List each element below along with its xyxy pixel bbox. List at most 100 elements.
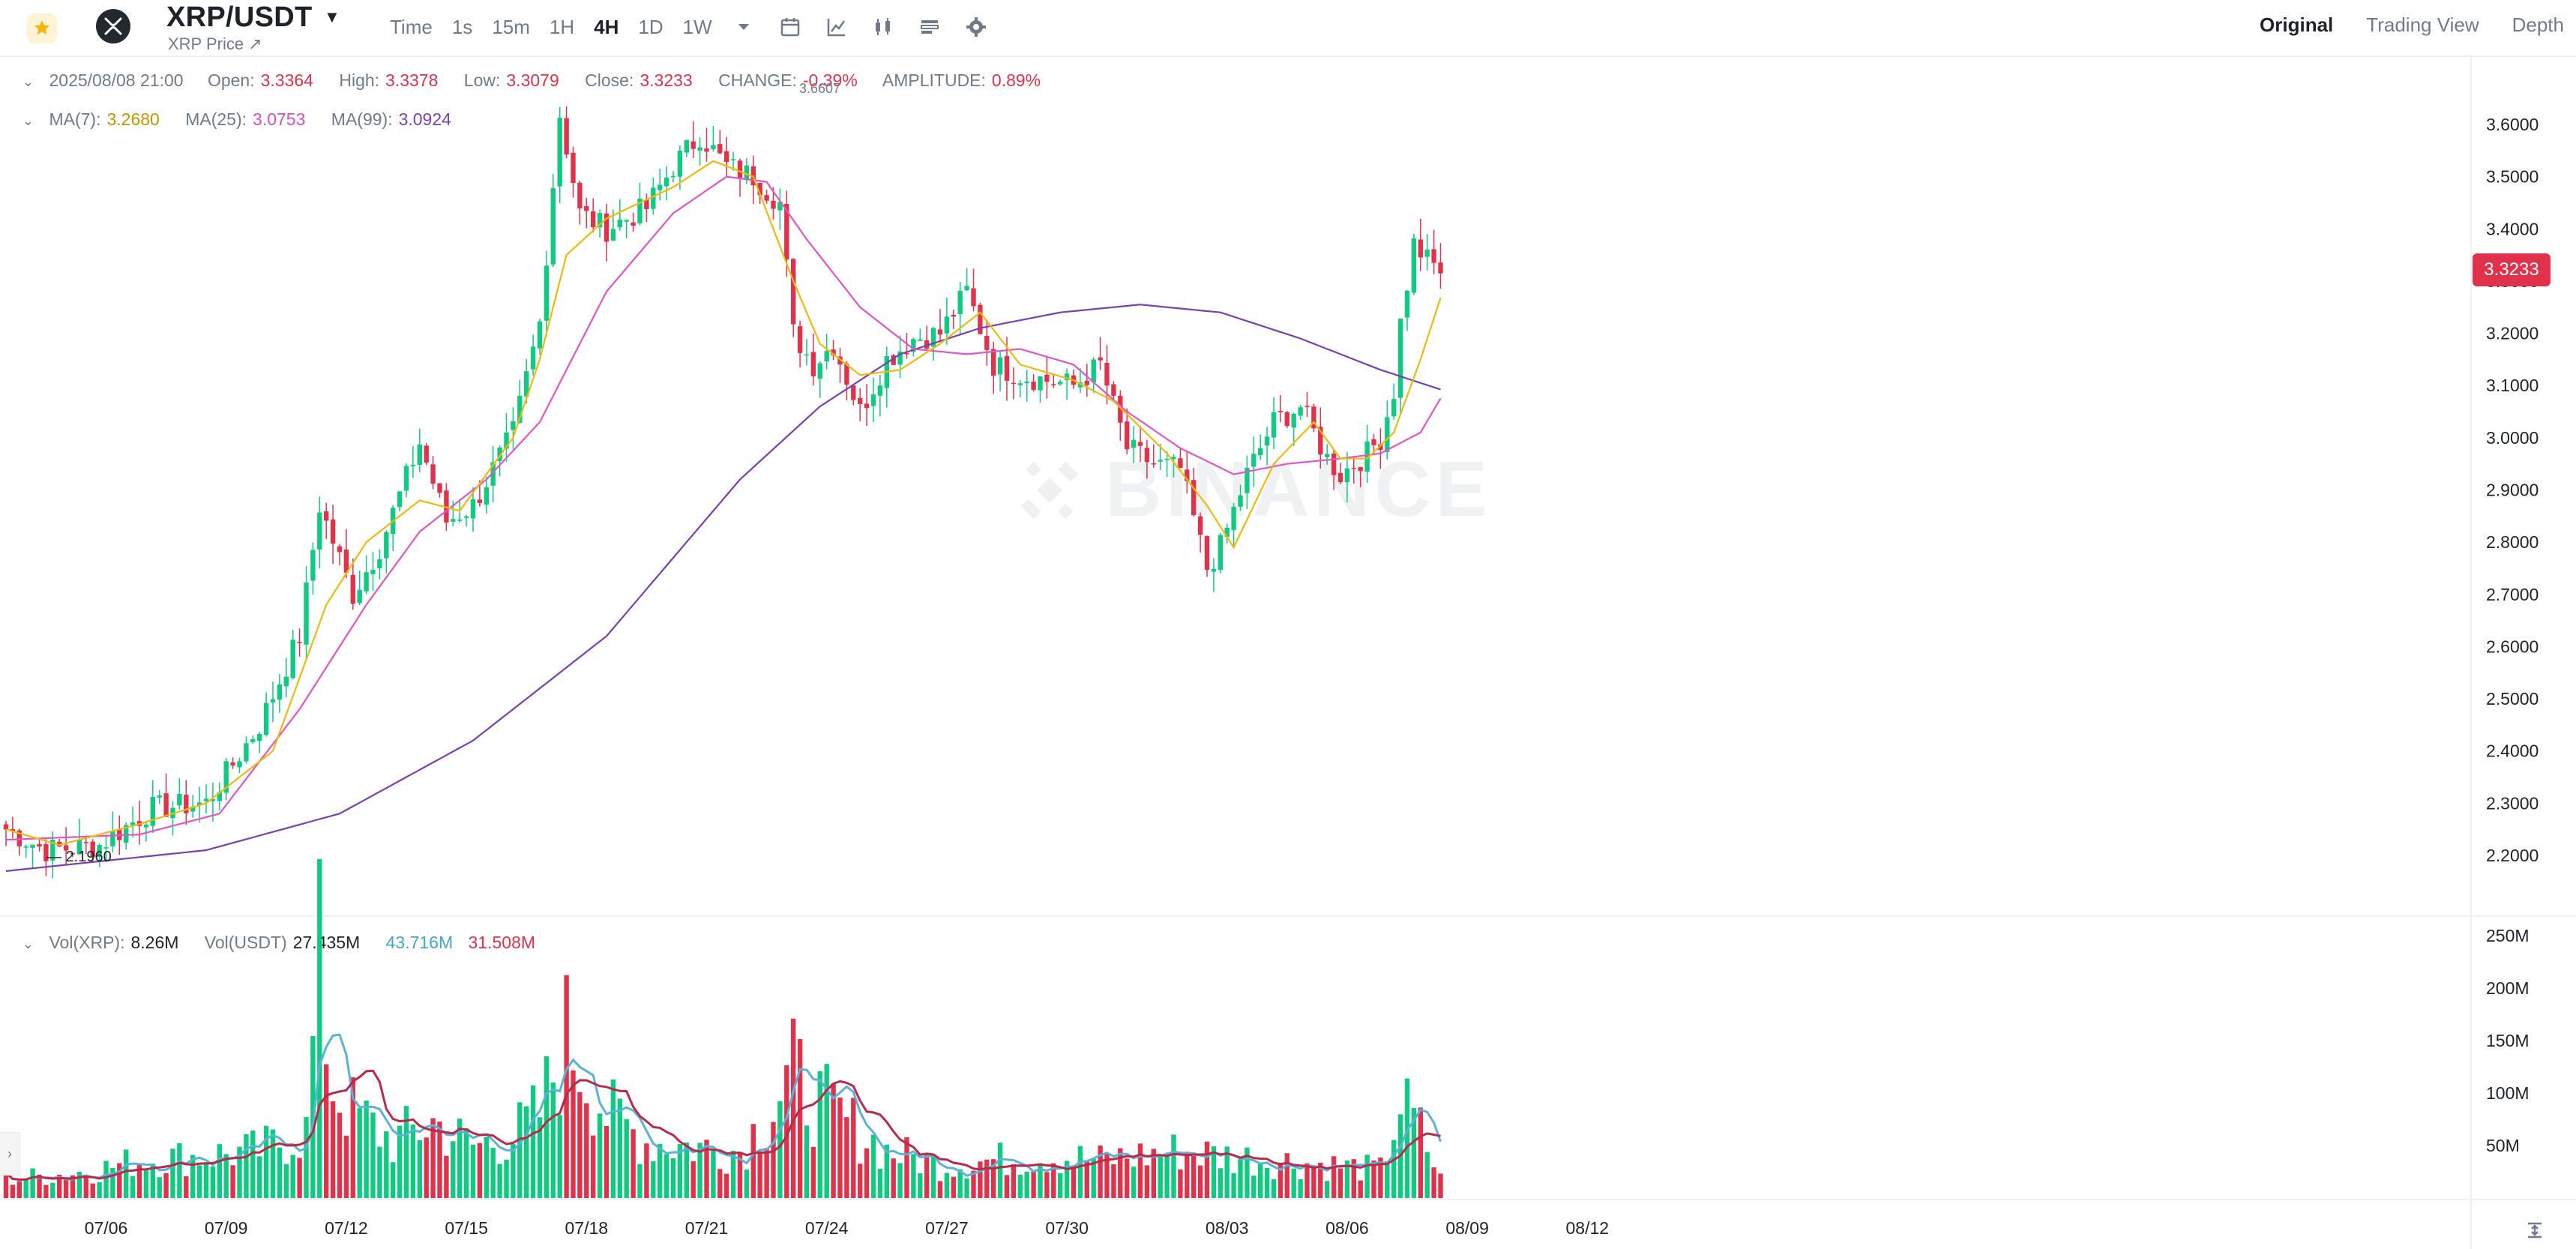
date-tick-label: 07/30 [1045,1218,1089,1238]
candle-body [1331,454,1337,475]
volume-bar [1344,1160,1350,1198]
more-intervals-icon[interactable] [732,15,756,39]
candle-body [631,222,636,226]
expand-panel-chevron-icon[interactable]: › [0,1132,20,1176]
volume-bar [1424,1152,1430,1198]
pair-dropdown-icon[interactable]: ▼ [324,7,340,26]
candle-body [397,491,403,508]
volume-bar [810,1146,816,1198]
collapse-chevron-icon[interactable]: ⌄ [22,74,34,89]
candle-body [1104,363,1110,386]
candle-body [717,144,723,154]
candle-body [230,762,235,766]
volume-bar [343,1135,349,1198]
candle-body [651,187,656,209]
candle-body [203,798,209,801]
volume-bar [37,1174,42,1198]
chart-type-icon[interactable] [871,15,895,39]
volume-bar [397,1125,403,1198]
volume-bar [1131,1167,1137,1198]
volume-legend: ⌄ Vol(XRP): 8.26M Vol(USDT) 27.435M 43.716… [22,933,535,953]
interval-time[interactable]: Time [390,15,433,38]
price-link[interactable]: XRP Price ↗ [168,34,262,53]
interval-1d[interactable]: 1D [638,15,663,38]
interval-1s[interactable]: 1s [451,15,473,38]
volume-ma-a-line [5,1033,1442,1181]
volume-bar [1178,1169,1183,1198]
volume-bar [1378,1157,1383,1198]
indicator-icon[interactable] [825,15,849,39]
tab-depth[interactable]: Depth [2512,13,2564,36]
volume-bar [1371,1160,1376,1198]
tab-original[interactable]: Original [2260,13,2334,36]
price-tick-label: 2.8000 [2486,532,2539,552]
xrp-coin-icon [96,9,130,43]
view-tabs: Original Trading View Depth [2260,13,2576,37]
date-tick-label: 07/27 [925,1218,969,1238]
binance-watermark: BINANCE [1012,445,1492,535]
volume-bar [190,1155,196,1198]
candle-body [196,802,202,805]
candle-body [1118,395,1123,423]
candle-body [90,841,95,857]
candle-body [484,487,489,505]
volume-bar [724,1173,729,1198]
candle-body [1358,467,1363,472]
volume-bar [870,1134,876,1198]
candle-body [957,290,963,314]
date-tick-label: 08/12 [1566,1218,1610,1238]
candle-body [1291,413,1296,428]
candle-body [270,699,276,702]
interval-1w[interactable]: 1W [682,15,712,38]
low-marker: — 2.1960 [46,849,112,865]
volume-bar [1185,1152,1190,1198]
price-tick-label: 2.2000 [2486,846,2539,865]
candle-body [1038,376,1043,391]
interval-1h[interactable]: 1H [549,15,575,38]
candle-body [1191,480,1197,516]
date-tick-label: 07/09 [205,1218,248,1238]
volume-bar [1404,1078,1410,1198]
candle-body [604,213,610,242]
volume-bar [1044,1172,1050,1198]
tab-trading-view[interactable]: Trading View [2366,13,2479,36]
volume-bar [490,1148,496,1198]
candle-body [304,583,309,645]
volume-bar [964,1178,969,1198]
volume-bar [196,1165,202,1198]
favorite-star-icon[interactable] [27,13,57,43]
candle-body [184,795,189,813]
candle-body [244,743,249,762]
volume-bar [1071,1165,1077,1198]
candle-body [791,259,796,325]
volume-bar [1218,1168,1223,1198]
volume-bar [170,1149,175,1198]
vol-xrp-value: 8.26M [130,933,179,952]
volume-bar [337,1113,343,1198]
pair-title[interactable]: XRP/USDT [166,1,313,33]
collapse-chevron-icon[interactable]: ⌄ [22,113,34,128]
interval-4h[interactable]: 4H [594,15,619,38]
candle-body [370,570,376,574]
volume-bar [817,1071,822,1198]
volume-bar [1311,1165,1316,1198]
volume-bar [1017,1174,1023,1198]
candle-body [891,355,896,365]
calendar-icon[interactable] [778,15,802,39]
candle-body [1144,448,1150,463]
candle-body [1264,436,1270,446]
candle-body [584,205,589,211]
collapse-chevron-icon[interactable]: ⌄ [22,936,34,951]
candle-body [403,466,409,491]
volume-bar [76,1172,82,1198]
volume-bar [210,1166,216,1198]
volume-bar [150,1164,155,1198]
settings-gear-icon[interactable] [964,15,988,39]
volume-bar [1197,1165,1203,1198]
volume-bar [971,1170,976,1198]
interval-15m[interactable]: 15m [492,15,530,38]
scale-settings-icon[interactable] [2524,1219,2546,1245]
candle-body [1245,467,1250,493]
drawing-tools-icon[interactable] [918,15,942,39]
